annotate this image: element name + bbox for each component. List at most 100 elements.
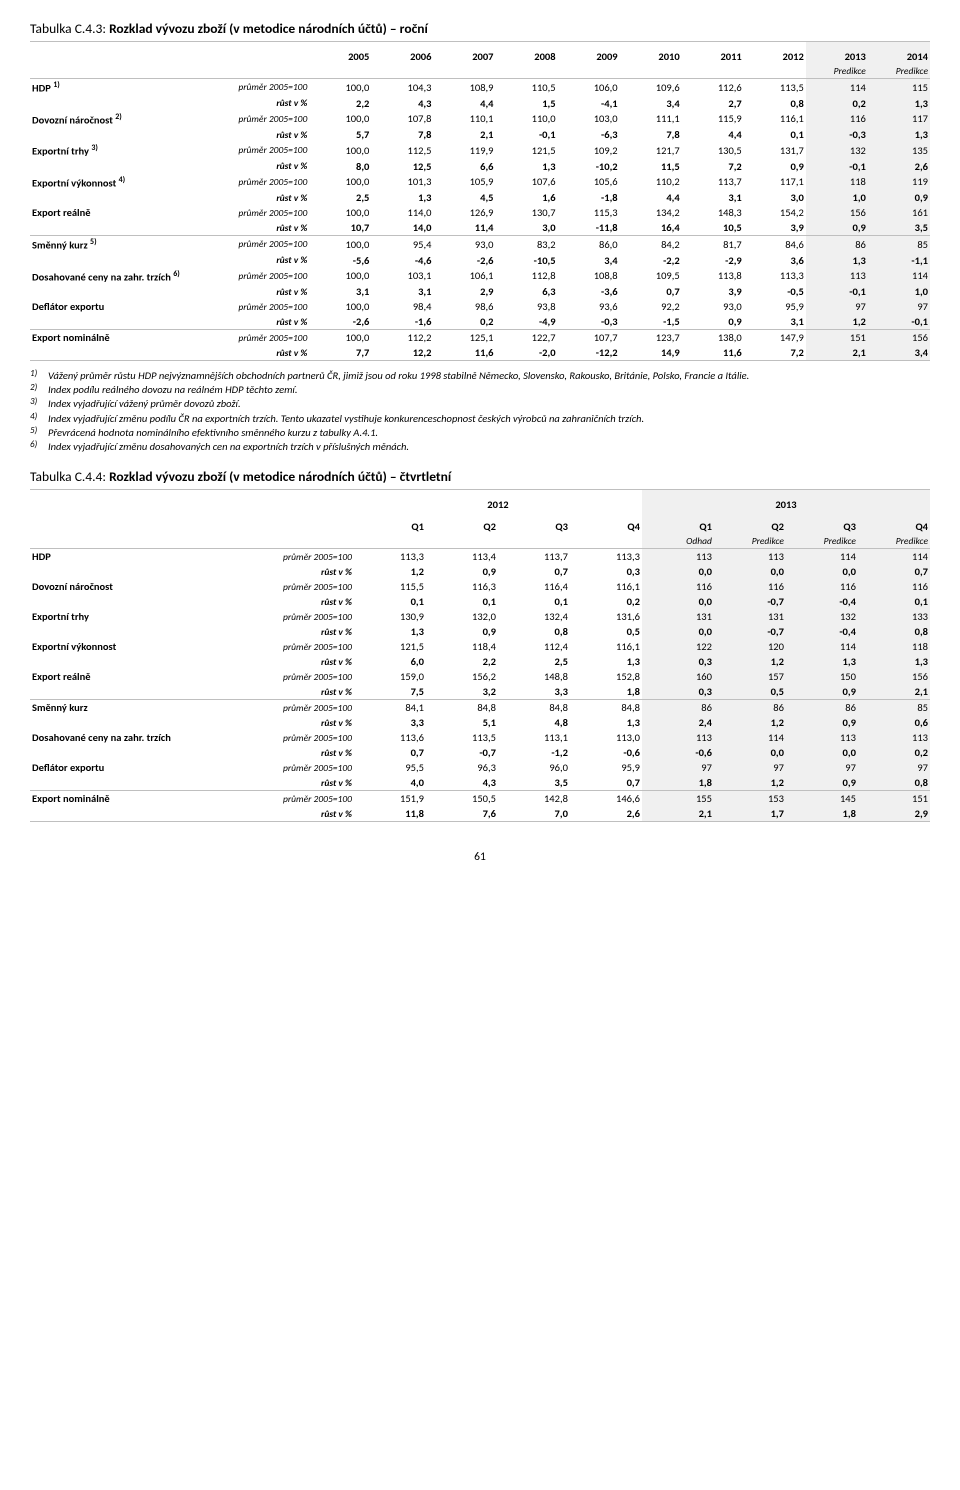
row-label [30, 654, 234, 669]
data-cell: 2,1 [642, 806, 714, 822]
data-cell: 7,2 [682, 159, 744, 174]
row-label: Export reálně [30, 205, 206, 220]
data-cell: 106,1 [433, 268, 495, 285]
data-cell: 6,3 [495, 284, 557, 299]
row-label: Dovozní náročnost 2) [30, 111, 206, 128]
footnote-text: Index vyjadřující změnu podílu ČR na exp… [48, 412, 930, 426]
row-unit: růst v % [206, 190, 309, 205]
data-cell: 117,1 [744, 174, 806, 191]
data-cell: 131 [642, 609, 714, 624]
footnote: 4)Index vyjadřující změnu podílu ČR na e… [30, 412, 930, 426]
data-cell: 1,2 [714, 654, 786, 669]
footnote: 5)Převrácená hodnota nominálního efektiv… [30, 426, 930, 440]
data-cell: 107,6 [495, 174, 557, 191]
data-cell: 105,6 [558, 174, 620, 191]
data-cell: 2,6 [570, 806, 642, 822]
data-cell: 0,1 [744, 127, 806, 142]
data-cell: 93,0 [433, 236, 495, 253]
data-cell: 7,6 [426, 806, 498, 822]
data-cell: 1,7 [714, 806, 786, 822]
data-cell: 121,7 [620, 142, 682, 159]
data-cell: 97 [642, 760, 714, 775]
data-cell: 0,9 [786, 715, 858, 730]
data-cell: 86 [714, 700, 786, 716]
table-row: růst v %1,20,90,70,30,00,00,00,7 [30, 564, 930, 579]
table-title-bold: Rozklad vývozu zboží (v metodice národní… [109, 468, 451, 485]
data-cell: 110,5 [495, 79, 557, 96]
data-cell: 4,8 [498, 715, 570, 730]
data-cell: 2,1 [433, 127, 495, 142]
data-cell: 120 [714, 639, 786, 654]
data-cell: -0,7 [714, 594, 786, 609]
quarter-header: Q1 [354, 512, 426, 534]
sub-header [682, 64, 744, 79]
data-cell: 110,1 [433, 111, 495, 128]
data-cell: 2,9 [858, 806, 930, 822]
data-cell: 154,2 [744, 205, 806, 220]
row-label [30, 314, 206, 330]
row-unit: růst v % [206, 314, 309, 330]
data-cell: 118 [858, 639, 930, 654]
data-cell: 84,1 [354, 700, 426, 716]
data-cell: 115 [868, 79, 930, 96]
data-cell: 0,7 [620, 284, 682, 299]
data-cell: 3,1 [309, 284, 371, 299]
row-unit: průměr 2005=100 [206, 205, 309, 220]
data-cell: 150 [786, 669, 858, 684]
year-header: 2005 [309, 42, 371, 65]
footnote: 6)Index vyjadřující změnu dosahovaných c… [30, 440, 930, 454]
data-cell: -5,6 [309, 253, 371, 268]
data-cell: 148,3 [682, 205, 744, 220]
data-cell: 153 [714, 791, 786, 807]
data-cell: 3,9 [682, 284, 744, 299]
year-header: 2010 [620, 42, 682, 65]
data-cell: -2,6 [309, 314, 371, 330]
row-unit: průměr 2005=100 [234, 579, 354, 594]
footnote-text: Převrácená hodnota nominálního efektivní… [48, 426, 930, 440]
row-unit: průměr 2005=100 [206, 268, 309, 285]
year-header: 2014 [868, 42, 930, 65]
data-cell: 0,7 [354, 745, 426, 760]
data-cell: 4,4 [682, 127, 744, 142]
row-unit: růst v % [234, 806, 354, 822]
data-cell: -2,2 [620, 253, 682, 268]
row-label [30, 745, 234, 760]
year-header: 2009 [558, 42, 620, 65]
data-cell: 132,4 [498, 609, 570, 624]
data-cell: 113 [786, 730, 858, 745]
data-cell: 3,4 [868, 345, 930, 361]
data-cell: -4,1 [558, 96, 620, 111]
row-label [30, 190, 206, 205]
quarter-header: Q2 [714, 512, 786, 534]
data-cell: 113,4 [426, 549, 498, 565]
data-cell: 1,2 [714, 775, 786, 791]
row-unit: průměr 2005=100 [206, 79, 309, 96]
data-cell: 100,0 [309, 299, 371, 314]
data-cell: 100,0 [309, 174, 371, 191]
data-cell: 97 [786, 760, 858, 775]
row-unit: průměr 2005=100 [234, 730, 354, 745]
data-cell: 131,6 [570, 609, 642, 624]
data-cell: 2,2 [426, 654, 498, 669]
data-cell: 84,2 [620, 236, 682, 253]
data-cell: -0,1 [806, 284, 868, 299]
data-cell: 4,0 [354, 775, 426, 791]
year-header: 2012 [744, 42, 806, 65]
data-cell: 114 [858, 549, 930, 565]
table-row: Dovozní náročnost 2)průměr 2005=100100,0… [30, 111, 930, 128]
data-cell: 113,5 [744, 79, 806, 96]
table-row: Deflátor exportuprůměr 2005=10095,596,39… [30, 760, 930, 775]
table-row: Exportní trhy 3)průměr 2005=100100,0112,… [30, 142, 930, 159]
data-cell: 150,5 [426, 791, 498, 807]
footnote-num: 5) [30, 425, 48, 439]
data-cell: 114,0 [371, 205, 433, 220]
data-cell: -4,9 [495, 314, 557, 330]
data-cell: 118,4 [426, 639, 498, 654]
data-cell: 113,3 [354, 549, 426, 565]
data-cell: 5,7 [309, 127, 371, 142]
data-cell: 2,5 [498, 654, 570, 669]
data-cell: 130,9 [354, 609, 426, 624]
data-cell: 161 [868, 205, 930, 220]
footnote: 1)Vážený průměr růstu HDP nejvýznamnější… [30, 369, 930, 383]
data-cell: 113 [806, 268, 868, 285]
